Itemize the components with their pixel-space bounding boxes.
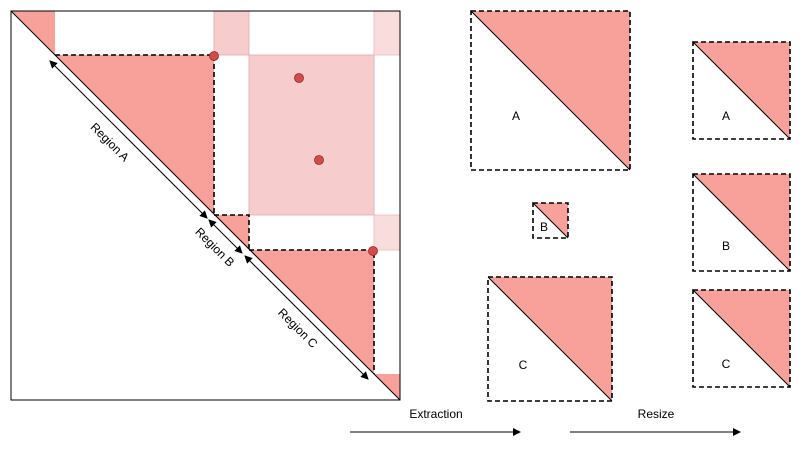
offdiag-block-ac	[248, 54, 375, 216]
point-marker	[314, 155, 324, 165]
resized-block-b: B	[692, 173, 791, 272]
region-c-arrow	[244, 255, 369, 380]
resize-label: Resize	[638, 407, 675, 421]
region-a-label: Region A	[88, 120, 132, 164]
extracted-block-b: B	[532, 202, 569, 239]
region-b-arrow	[208, 219, 243, 254]
extracted-a-label: A	[512, 109, 520, 123]
extracted-b-label: B	[540, 220, 548, 234]
extracted-block-c: C	[487, 276, 613, 402]
offdiag-block-top-c	[373, 10, 401, 56]
region-b-box	[214, 214, 250, 250]
extracted-block-a: A	[470, 10, 631, 171]
extracted-c-label: C	[519, 358, 528, 372]
resized-block-a: A	[692, 41, 791, 140]
extracted-blocks: A B C	[470, 10, 631, 402]
step-extraction: Extraction	[350, 407, 521, 436]
step-resize: Resize	[570, 407, 741, 436]
matrix-border	[10, 10, 401, 401]
resized-c-label: C	[722, 357, 731, 371]
resized-a-label: A	[722, 109, 730, 123]
resized-b-label: B	[722, 239, 730, 253]
point-marker	[294, 73, 304, 83]
point-marker	[368, 246, 378, 256]
offdiag-block-bc	[373, 214, 401, 251]
resized-blocks: A B C	[692, 41, 791, 388]
region-a-arrow	[49, 60, 208, 219]
attention-matrix: Region A Region B Region C	[10, 10, 401, 401]
offdiag-block-top-b	[213, 10, 250, 56]
resized-block-c: C	[692, 289, 791, 388]
region-a-box	[55, 54, 215, 215]
extraction-label: Extraction	[409, 407, 462, 421]
point-marker	[209, 51, 219, 61]
